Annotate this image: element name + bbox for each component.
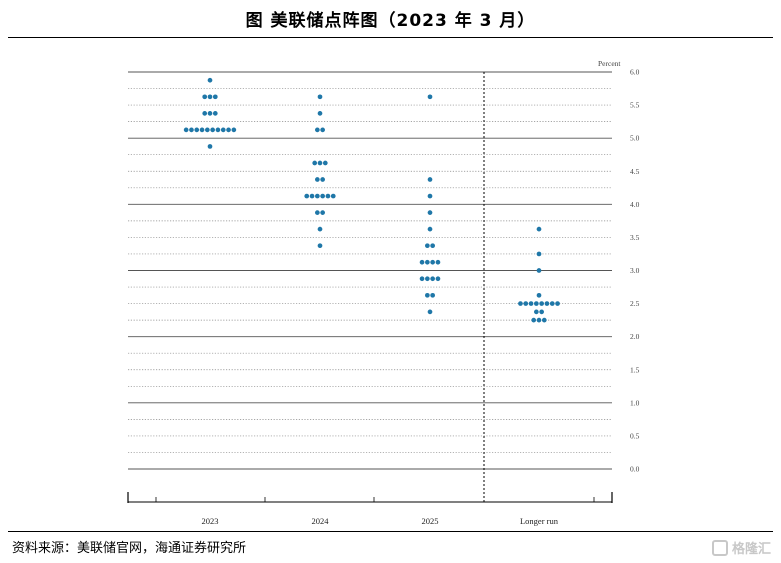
dot: [320, 127, 325, 133]
dot: [207, 77, 213, 83]
dot: [322, 160, 328, 166]
dot: [207, 94, 213, 100]
watermark: 格隆汇: [711, 538, 771, 557]
dot: [320, 193, 325, 199]
dot: [430, 259, 435, 265]
dot: [312, 160, 318, 166]
dot: [317, 226, 323, 232]
dot: [309, 193, 315, 199]
dot: [531, 317, 537, 323]
top-rule: [8, 37, 773, 38]
dot: [539, 301, 545, 306]
dot: [315, 210, 320, 215]
dot: [425, 292, 430, 298]
dot: [534, 309, 539, 315]
dot: [199, 127, 205, 133]
chart-title: 图 美联储点阵图（2023 年 3 月）: [245, 11, 536, 31]
y-tick-label: 0.5: [630, 431, 640, 440]
y-tick-label: 2.5: [630, 299, 640, 308]
dot: [317, 160, 323, 166]
dot: [419, 276, 425, 282]
y-tick-label: 4.0: [630, 200, 640, 209]
dot: [205, 127, 210, 133]
dot: [541, 317, 547, 323]
dot: [425, 259, 430, 265]
dot: [419, 259, 425, 265]
dot: [536, 268, 542, 273]
dot: [315, 127, 320, 133]
dot: [555, 301, 560, 306]
dot: [226, 127, 231, 133]
x-category-label: 2025: [422, 516, 439, 526]
dot: [330, 193, 336, 199]
dot: [202, 111, 208, 116]
bottom-rule: [8, 531, 773, 532]
y-tick-label: 4.5: [630, 167, 640, 176]
dot: [430, 243, 435, 249]
dot: [518, 301, 523, 306]
dot: [536, 251, 542, 257]
x-category-label: 2023: [202, 516, 219, 526]
dot: [320, 177, 325, 182]
dot: [544, 301, 550, 306]
y-tick-label: 3.5: [630, 233, 640, 242]
dot: [325, 193, 331, 199]
watermark-logo-icon: [711, 539, 728, 556]
watermark-text: 格隆汇: [731, 542, 771, 557]
dot: [315, 193, 320, 199]
dot: [528, 301, 534, 306]
dot: [212, 111, 218, 116]
dot: [304, 193, 310, 199]
dot: [427, 210, 433, 215]
dot: [215, 127, 221, 133]
y-tick-label: 5.0: [630, 134, 640, 143]
dot: [435, 259, 441, 265]
y-tick-label: 3.0: [630, 266, 640, 275]
dot: [194, 127, 200, 133]
y-tick-label: 6.0: [630, 68, 640, 77]
y-tick-label: 2.0: [630, 332, 640, 341]
y-axis-label: Percent: [598, 59, 621, 68]
dot: [427, 309, 433, 315]
dot: [427, 94, 433, 100]
x-category-label: 2024: [312, 516, 330, 526]
dot: [231, 127, 237, 133]
dot: [317, 243, 323, 249]
dot: [317, 111, 323, 116]
dot: [207, 144, 213, 149]
dot: [523, 301, 529, 306]
y-tick-label: 0.0: [630, 465, 640, 474]
dot: [425, 243, 430, 249]
x-category-label: Longer run: [520, 516, 559, 526]
dot: [536, 226, 542, 232]
dot: [220, 127, 226, 133]
dot: [549, 301, 555, 306]
dot: [435, 276, 441, 282]
dot: [210, 127, 215, 133]
dot: [536, 292, 542, 298]
dot: [539, 309, 545, 315]
y-tick-label: 1.5: [630, 365, 640, 374]
dot: [536, 317, 542, 323]
y-tick-label: 5.5: [630, 101, 640, 110]
source-note: 资料来源：美联储官网，海通证券研究所: [12, 541, 247, 556]
dot: [427, 226, 433, 232]
y-tick-label: 1.0: [630, 398, 640, 407]
dot: [320, 210, 325, 215]
dot: [315, 177, 320, 182]
dot: [427, 177, 433, 182]
dot: [317, 94, 323, 100]
dot: [534, 301, 539, 306]
dot: [427, 193, 433, 199]
dot: [212, 94, 218, 100]
dot: [183, 127, 189, 133]
dot: [207, 111, 213, 116]
dot: [430, 292, 435, 298]
dot: [430, 276, 435, 282]
dot: [189, 127, 194, 133]
dot: [425, 276, 430, 282]
dot: [202, 94, 208, 100]
